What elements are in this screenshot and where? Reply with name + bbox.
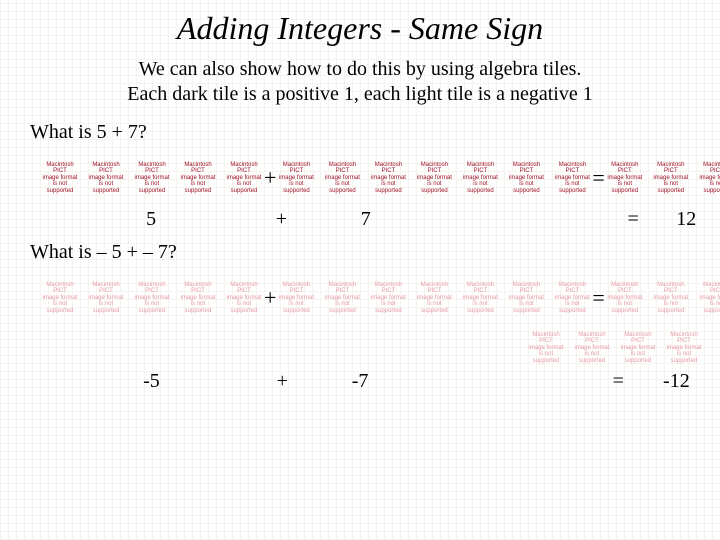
dark-tile: Macintosh PICTimage formatis not support… [322,156,362,200]
eq1-r: 12 [652,208,720,231]
page-title: Adding Integers - Same Sign [0,0,720,47]
eq2-r: -12 [633,370,720,393]
equation-row-1: 5 + 7 = 12 [40,208,720,231]
light-tile: Macintosh PICTimage formatis not support… [276,276,316,320]
light-tile: Macintosh PICTimage formatis not support… [414,276,454,320]
light-tile: Macintosh PICTimage formatis not support… [322,276,362,320]
tile-group-4-light-b: Macintosh PICTimage formatis not support… [526,326,704,370]
light-tile: Macintosh PICTimage formatis not support… [572,326,612,370]
dark-tile: Macintosh PICTimage formatis not support… [178,156,218,200]
eq1-b: 7 [301,208,614,231]
tile-group-5-dark: Macintosh PICTimage formatis not support… [40,156,264,200]
dark-tile: Macintosh PICTimage formatis not support… [552,156,592,200]
eq2-a: -5 [40,370,263,393]
light-tile: Macintosh PICTimage formatis not support… [605,276,645,320]
light-tile: Macintosh PICTimage formatis not support… [460,276,500,320]
light-tile: Macintosh PICTimage formatis not support… [552,276,592,320]
light-tile: Macintosh PICTimage formatis not support… [132,276,172,320]
equation-row-2: -5 + -7 = -12 [40,370,720,393]
eq1-equals: = [614,208,653,231]
tile-row-2b: Macintosh PICTimage formatis not support… [40,326,720,370]
tile-group-4-light-a: Macintosh PICTimage formatis not support… [605,276,720,320]
tile-group-7-dark: Macintosh PICTimage formatis not support… [276,156,592,200]
eq2-b: -7 [302,370,604,393]
light-tile: Macintosh PICTimage formatis not support… [40,276,80,320]
dark-tile: Macintosh PICTimage formatis not support… [224,156,264,200]
eq1-plus: + [262,208,301,231]
dark-tile: Macintosh PICTimage formatis not support… [132,156,172,200]
plus-op-2: + [264,285,276,311]
light-tile: Macintosh PICTimage formatis not support… [178,276,218,320]
dark-tile: Macintosh PICTimage formatis not support… [506,156,546,200]
subtitle: We can also show how to do this by using… [0,57,720,107]
subtitle-line1: We can also show how to do this by using… [139,58,582,80]
dark-tile: Macintosh PICTimage formatis not support… [605,156,645,200]
light-tile: Macintosh PICTimage formatis not support… [506,276,546,320]
tile-row-2a: Macintosh PICTimage formatis not support… [40,270,720,326]
question-1: What is 5 + 7? [30,121,720,144]
subtitle-line2: Each dark tile is a positive 1, each lig… [127,83,592,105]
tile-group-4-dark: Macintosh PICTimage formatis not support… [605,156,720,200]
light-tile: Macintosh PICTimage formatis not support… [368,276,408,320]
light-tile: Macintosh PICTimage formatis not support… [664,326,704,370]
question-2: What is – 5 + – 7? [30,241,720,264]
light-tile: Macintosh PICTimage formatis not support… [224,276,264,320]
dark-tile: Macintosh PICTimage formatis not support… [460,156,500,200]
dark-tile: Macintosh PICTimage formatis not support… [40,156,80,200]
light-tile: Macintosh PICTimage formatis not support… [86,276,126,320]
dark-tile: Macintosh PICTimage formatis not support… [276,156,316,200]
eq2-plus: + [263,370,302,393]
eq1-a: 5 [40,208,262,231]
light-tile: Macintosh PICTimage formatis not support… [697,276,720,320]
equals-op-2: = [592,285,604,311]
dark-tile: Macintosh PICTimage formatis not support… [651,156,691,200]
tile-group-7-light: Macintosh PICTimage formatis not support… [276,276,592,320]
dark-tile: Macintosh PICTimage formatis not support… [697,156,720,200]
dark-tile: Macintosh PICTimage formatis not support… [414,156,454,200]
tile-row-1: Macintosh PICTimage formatis not support… [40,150,720,206]
dark-tile: Macintosh PICTimage formatis not support… [368,156,408,200]
tile-group-5-light: Macintosh PICTimage formatis not support… [40,276,264,320]
plus-op: + [264,165,276,191]
light-tile: Macintosh PICTimage formatis not support… [651,276,691,320]
eq2-equals: = [604,370,633,393]
light-tile: Macintosh PICTimage formatis not support… [618,326,658,370]
light-tile: Macintosh PICTimage formatis not support… [526,326,566,370]
equals-op: = [592,165,604,191]
dark-tile: Macintosh PICTimage formatis not support… [86,156,126,200]
